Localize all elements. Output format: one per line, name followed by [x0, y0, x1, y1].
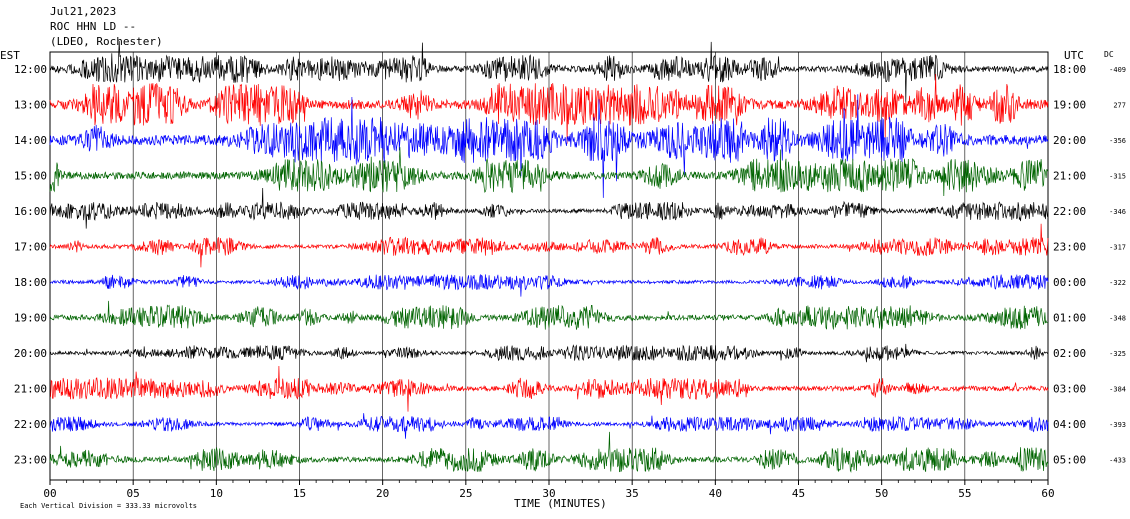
- est-hour-label: 17:00: [14, 241, 47, 254]
- est-hour-label: 22:00: [14, 418, 47, 431]
- est-hour-label: 12:00: [14, 63, 47, 76]
- x-tick-label: 45: [792, 487, 805, 500]
- x-tick-label: 05: [127, 487, 140, 500]
- seismic-trace: [50, 365, 1049, 412]
- scale-note: Each Vertical Division = 333.33 microvol…: [20, 502, 197, 510]
- seismic-trace: [49, 343, 1049, 363]
- dc-offset-label: -315: [1109, 173, 1126, 181]
- x-tick-label: 35: [626, 487, 639, 500]
- seismic-trace: [49, 40, 1049, 103]
- est-hour-label: 15:00: [14, 170, 47, 183]
- x-tick-label: 40: [709, 487, 722, 500]
- dc-offset-label: -384: [1109, 386, 1126, 394]
- date-label: Jul21,2023: [50, 5, 116, 18]
- utc-hour-label: 05:00: [1053, 454, 1086, 467]
- seismic-traces: [49, 40, 1049, 473]
- dc-offset-label: 277: [1113, 102, 1126, 110]
- seismic-trace: [49, 147, 1049, 197]
- utc-hour-label: 19:00: [1053, 99, 1086, 112]
- utc-hour-label: 20:00: [1053, 134, 1086, 147]
- dc-offset-label: -433: [1109, 457, 1126, 465]
- dc-offset-label: -348: [1109, 315, 1126, 323]
- utc-axis-title: UTC: [1064, 49, 1084, 62]
- x-tick-label: 50: [875, 487, 888, 500]
- dc-offset-label: -409: [1109, 66, 1126, 74]
- seismic-trace: [49, 223, 1049, 268]
- x-tick-label: 10: [210, 487, 223, 500]
- est-hour-label: 18:00: [14, 276, 47, 289]
- dc-offset-label: -356: [1109, 137, 1126, 145]
- x-tick-label: 15: [293, 487, 306, 500]
- x-tick-label: 60: [1041, 487, 1054, 500]
- seismic-trace: [49, 273, 1049, 297]
- seismic-trace: [49, 300, 1049, 330]
- est-hour-label: 21:00: [14, 383, 47, 396]
- est-hour-label: 20:00: [14, 347, 47, 360]
- seismic-trace: [49, 187, 1049, 229]
- utc-hour-label: 18:00: [1053, 63, 1086, 76]
- dc-offset-label: -393: [1109, 421, 1126, 429]
- seismic-trace: [49, 431, 1049, 473]
- x-tick-label: 55: [958, 487, 971, 500]
- x-tick-label: 20: [376, 487, 389, 500]
- utc-hour-label: 00:00: [1053, 276, 1086, 289]
- seismic-trace: [49, 413, 1049, 439]
- est-hour-label: 13:00: [14, 99, 47, 112]
- est-axis-title: EST: [0, 49, 20, 62]
- grid-lines: [49, 52, 1049, 485]
- est-hour-label: 23:00: [14, 454, 47, 467]
- seismic-trace: [49, 94, 1049, 198]
- dc-axis-title: DC: [1104, 50, 1114, 59]
- utc-hour-label: 23:00: [1053, 241, 1086, 254]
- est-hour-label: 16:00: [14, 205, 47, 218]
- x-axis-title: TIME (MINUTES): [514, 497, 607, 510]
- est-hour-label: 19:00: [14, 312, 47, 325]
- network-label: (LDEO, Rochester): [50, 35, 163, 48]
- utc-hour-label: 03:00: [1053, 383, 1086, 396]
- station-label: ROC HHN LD --: [50, 20, 136, 33]
- est-hour-label: 14:00: [14, 134, 47, 147]
- x-tick-label: 25: [459, 487, 472, 500]
- utc-hour-label: 22:00: [1053, 205, 1086, 218]
- dc-offset-label: -322: [1109, 279, 1126, 287]
- utc-hour-label: 02:00: [1053, 347, 1086, 360]
- utc-hour-label: 04:00: [1053, 418, 1086, 431]
- utc-hour-label: 01:00: [1053, 312, 1086, 325]
- dc-offset-label: -346: [1109, 208, 1126, 216]
- axis-labels: 00 05 10 15 20 25 30 35 40 45 50 55 60 12:00 18:00 -409…: [14, 63, 1126, 500]
- seismic-trace: [49, 73, 1049, 144]
- utc-hour-label: 21:00: [1053, 170, 1086, 183]
- dc-offset-label: -317: [1109, 244, 1126, 252]
- dc-offset-label: -325: [1109, 350, 1126, 358]
- x-tick-label: 00: [43, 487, 56, 500]
- x-tick-label: 30: [542, 487, 555, 500]
